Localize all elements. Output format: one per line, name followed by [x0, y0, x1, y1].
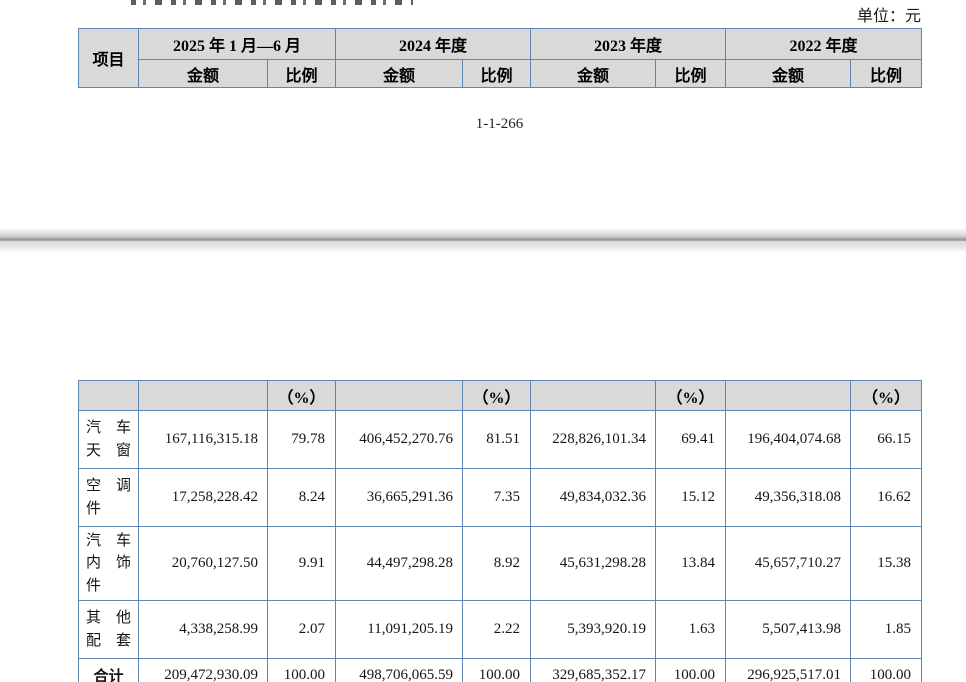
cell-amount: 36,665,291.36 [335, 468, 463, 527]
cell-ratio: 15.38 [850, 526, 922, 601]
cell-ratio: 100.00 [850, 658, 922, 682]
cell-amount: 406,452,270.76 [335, 410, 463, 469]
cell-ratio: 8.24 [267, 468, 336, 527]
cell-ratio: 100.00 [267, 658, 336, 682]
header-cell-empty [530, 380, 656, 411]
cell-amount: 20,760,127.50 [138, 526, 268, 601]
header-cell-empty [138, 380, 268, 411]
header-cell-amount: 金额 [335, 59, 464, 88]
header-cell-percent: （%） [850, 380, 922, 411]
table-row: 空调 件 17,258,228.42 8.24 36,665,291.36 7.… [78, 468, 922, 527]
cell-amount: 228,826,101.34 [530, 410, 656, 469]
cell-ratio: 16.62 [850, 468, 922, 527]
header-cell-item: 项目 [78, 28, 139, 88]
cell-amount: 209,472,930.09 [138, 658, 268, 682]
cell-ratio: 1.63 [655, 600, 726, 659]
header-cell-period-2024: 2024 年度 [335, 28, 532, 60]
cell-ratio: 66.15 [850, 410, 922, 469]
header-cell-amount: 金额 [725, 59, 852, 88]
header-cell-empty [335, 380, 463, 411]
row-label: 空调 件 [78, 468, 139, 527]
cell-ratio: 69.41 [655, 410, 726, 469]
header-cell-empty [725, 380, 851, 411]
cell-ratio: 9.91 [267, 526, 336, 601]
cell-ratio: 79.78 [267, 410, 336, 469]
page-break-separator [0, 228, 966, 252]
cell-amount: 329,685,352.17 [530, 658, 656, 682]
cell-amount: 296,925,517.01 [725, 658, 851, 682]
page-number: 1-1-266 [475, 116, 524, 132]
header-cell-period-2023: 2023 年度 [530, 28, 727, 60]
cell-ratio: 13.84 [655, 526, 726, 601]
header-cell-ratio: 比例 [655, 59, 727, 88]
truncated-heading [131, 0, 413, 5]
cell-amount: 5,507,413.98 [725, 600, 851, 659]
cell-amount: 498,706,065.59 [335, 658, 463, 682]
cell-ratio: 2.07 [267, 600, 336, 659]
cell-ratio: 100.00 [655, 658, 726, 682]
header-cell-ratio: 比例 [850, 59, 923, 88]
header-cell-ratio: 比例 [266, 59, 337, 88]
header-cell-percent: （%） [462, 380, 531, 411]
header-cell-amount: 金额 [530, 59, 657, 88]
cell-amount: 45,631,298.28 [530, 526, 656, 601]
row-label: 汽车 天窗 [78, 410, 139, 469]
header-cell-amount: 金额 [138, 59, 268, 88]
cell-ratio: 100.00 [462, 658, 531, 682]
cell-amount: 4,338,258.99 [138, 600, 268, 659]
cell-amount: 5,393,920.19 [530, 600, 656, 659]
cell-ratio: 1.85 [850, 600, 922, 659]
cell-amount: 11,091,205.19 [335, 600, 463, 659]
cell-ratio: 7.35 [462, 468, 531, 527]
cell-amount: 49,834,032.36 [530, 468, 656, 527]
header-cell-empty [78, 380, 139, 411]
table-row: 其他 配套 4,338,258.99 2.07 11,091,205.19 2.… [78, 600, 922, 659]
cell-amount: 167,116,315.18 [138, 410, 268, 469]
cell-ratio: 81.51 [462, 410, 531, 469]
unit-label: 单位：元 [856, 8, 921, 25]
table-row-total: 合计 209,472,930.09 100.00 498,706,065.59 … [78, 658, 922, 682]
row-label: 其他 配套 [78, 600, 139, 659]
total-label: 合计 [78, 658, 139, 682]
cell-amount: 49,356,318.08 [725, 468, 851, 527]
cell-amount: 45,657,710.27 [725, 526, 851, 601]
cell-ratio: 15.12 [655, 468, 726, 527]
cell-amount: 196,404,074.68 [725, 410, 851, 469]
cell-ratio: 2.22 [462, 600, 531, 659]
revenue-table-body: （%） （%） （%） （%） 汽车 天窗 167,116,315.18 79.… [78, 380, 922, 682]
revenue-table-header: 项目 2025 年 1 月—6 月 2024 年度 2023 年度 2022 年… [78, 28, 923, 88]
header-cell-period-2022: 2022 年度 [725, 28, 923, 60]
cell-amount: 44,497,298.28 [335, 526, 463, 601]
row-label: 汽车 内饰 件 [78, 526, 139, 601]
cell-ratio: 8.92 [462, 526, 531, 601]
header-cell-ratio: 比例 [462, 59, 532, 88]
header-cell-period-2025: 2025 年 1 月—6 月 [137, 28, 337, 60]
cell-amount: 17,258,228.42 [138, 468, 268, 527]
table-row: 汽车 天窗 167,116,315.18 79.78 406,452,270.7… [78, 410, 922, 469]
table-row: 汽车 内饰 件 20,760,127.50 9.91 44,497,298.28… [78, 526, 922, 601]
header-cell-percent: （%） [655, 380, 726, 411]
header-cell-percent: （%） [267, 380, 336, 411]
